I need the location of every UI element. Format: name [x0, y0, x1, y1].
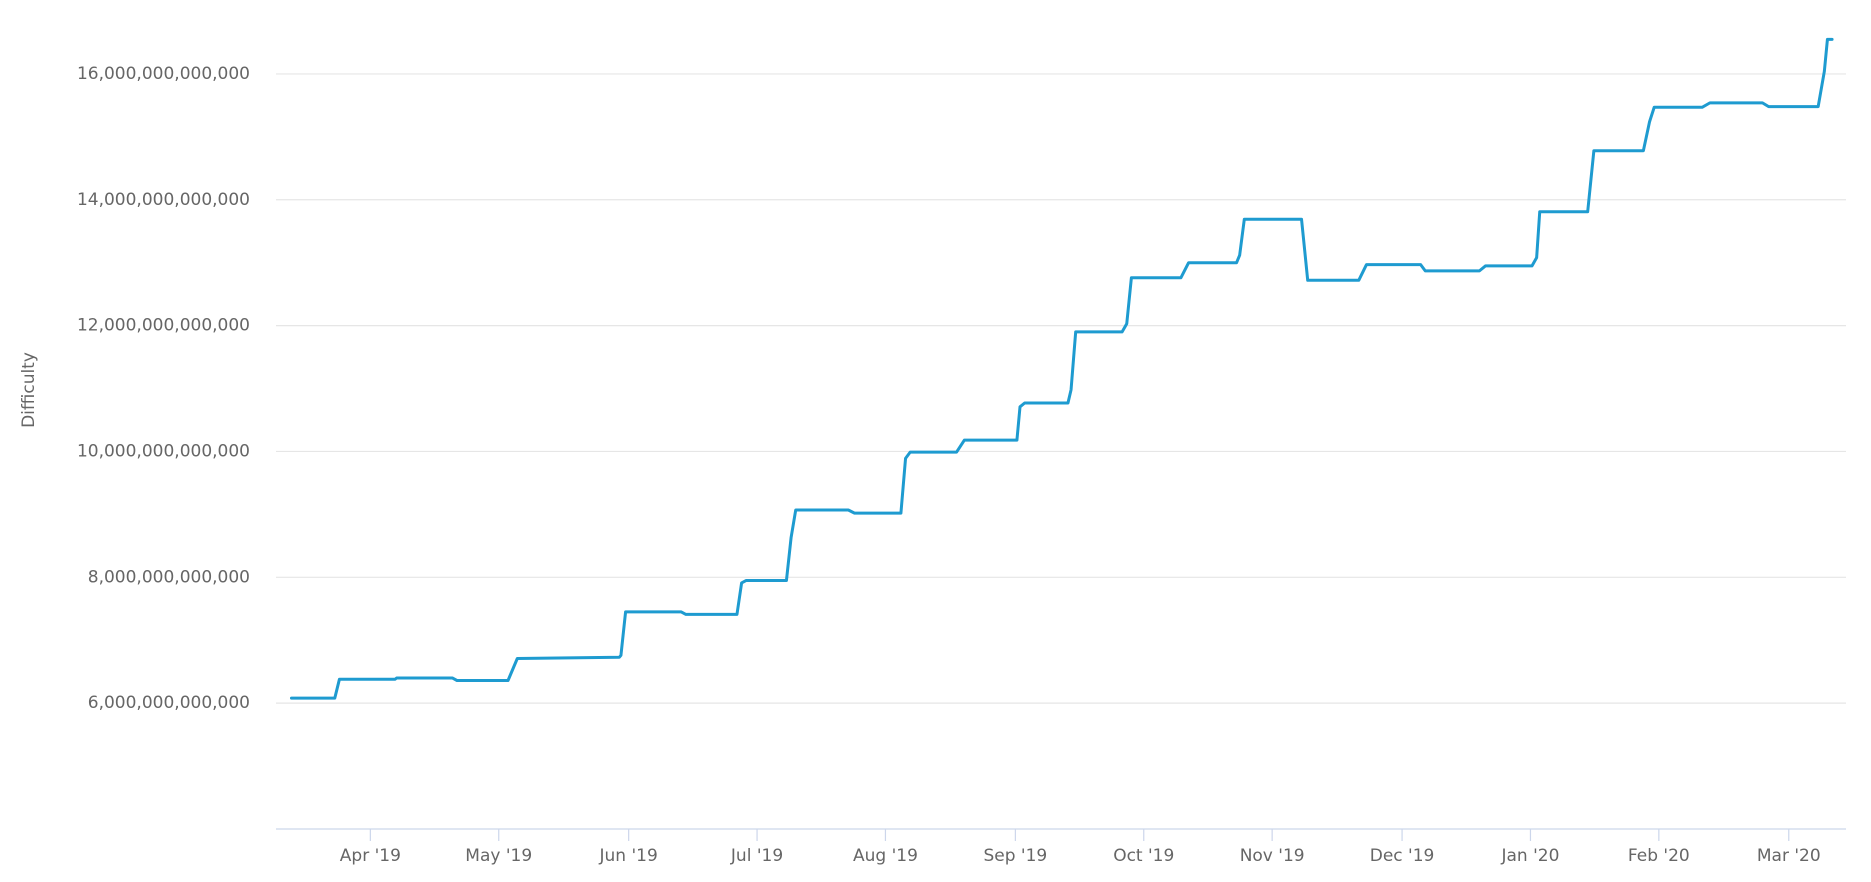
x-tick-label: Oct '19	[1113, 846, 1174, 866]
x-tick-label: May '19	[465, 846, 532, 866]
y-tick-label: 10,000,000,000,000	[77, 441, 250, 461]
y-tick-label: 6,000,000,000,000	[88, 693, 250, 713]
x-tick-label: Feb '20	[1628, 846, 1690, 866]
y-tick-label: 14,000,000,000,000	[77, 190, 250, 210]
x-tick-label: Aug '19	[853, 846, 918, 866]
x-tick-label: Sep '19	[983, 846, 1047, 866]
x-tick-label: Apr '19	[340, 846, 401, 866]
x-tick-label: Dec '19	[1370, 846, 1435, 866]
y-axis-title: Difficulty	[19, 352, 39, 428]
x-tick-label: Mar '20	[1757, 846, 1821, 866]
x-tick-label: Jan '20	[1500, 846, 1559, 866]
y-tick-label: 16,000,000,000,000	[77, 64, 250, 84]
x-tick-label: Nov '19	[1240, 846, 1305, 866]
y-tick-label: 8,000,000,000,000	[88, 567, 250, 587]
data-line	[289, 37, 1834, 700]
y-tick-label: 12,000,000,000,000	[77, 316, 250, 336]
x-tick-label: Jul '19	[730, 846, 783, 866]
x-tick-label: Jun '19	[599, 846, 658, 866]
